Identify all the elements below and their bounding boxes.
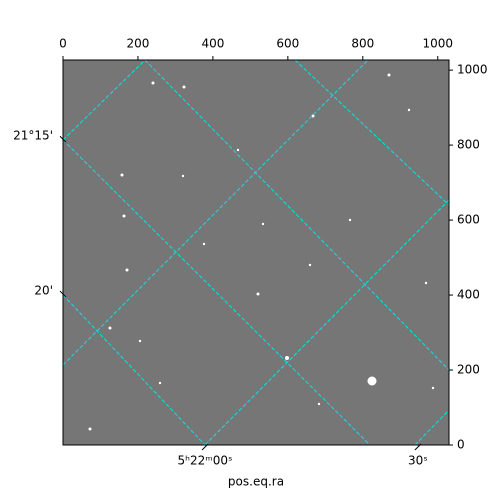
y-tick-label: 200 [457,363,480,377]
x-tick-label: 1000 [422,37,453,51]
dec-tick-label: 21°15' [13,129,53,143]
ra-tick-label: 30ˢ [408,454,428,468]
dec-tick [59,290,67,298]
dec-tick-label: 20' [34,284,53,298]
sky-image [63,60,449,445]
y-tick-label: 600 [457,213,480,227]
x-tick-label: 400 [201,37,224,51]
y-tick-label: 400 [457,288,480,302]
y-tick-label: 0 [457,438,465,452]
x-tick-label: 200 [126,37,149,51]
x-tick-label: 0 [59,37,67,51]
y-tick-label: 1000 [457,63,488,77]
ra-tick [201,443,209,451]
dec-tick [59,135,67,143]
stars [88,73,435,431]
x-axis-label: pos.eq.ra [228,475,284,489]
ra-tick-label: 5ʰ22ᵐ00ˢ [178,454,233,468]
x-tick-label: 800 [351,37,374,51]
ra-tick [414,443,422,451]
axes-frame [62,59,450,446]
wcs-grid [63,60,449,445]
y-tick-label: 800 [457,138,480,152]
x-tick-label: 600 [276,37,299,51]
